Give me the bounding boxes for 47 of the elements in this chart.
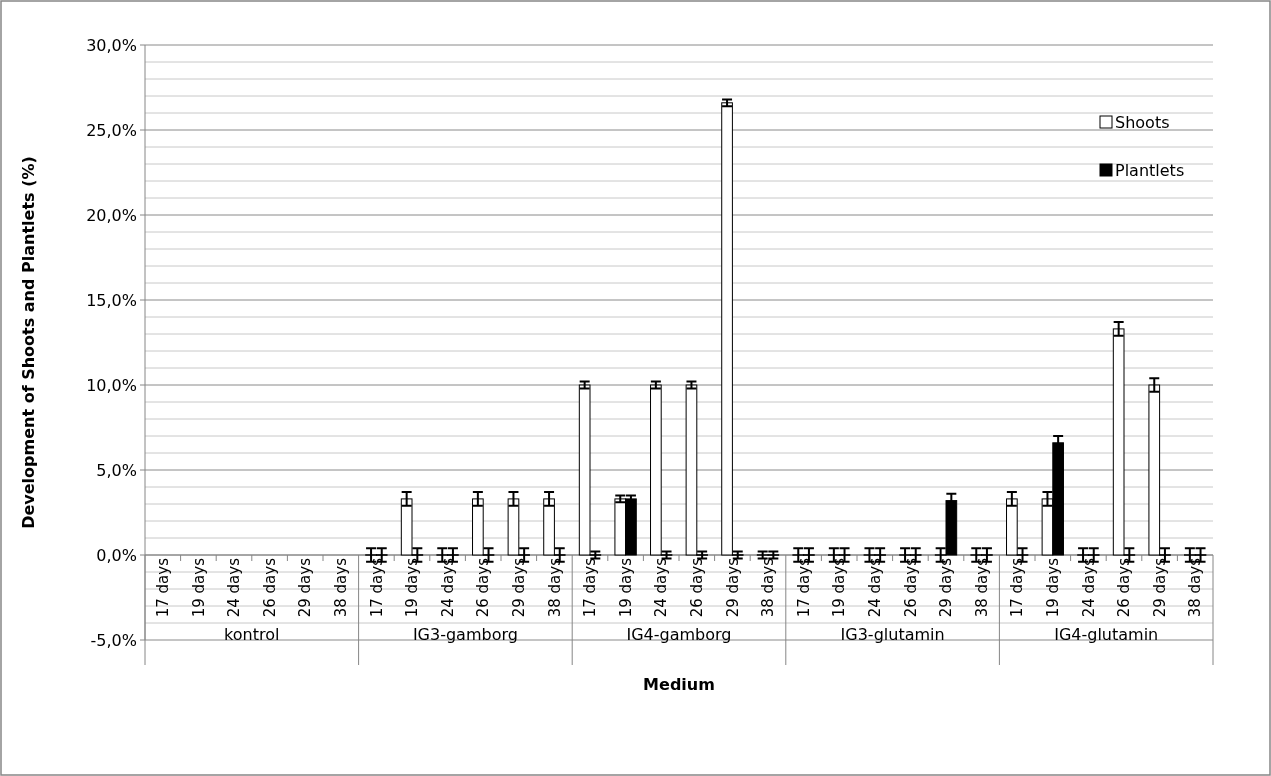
x-tick-label: 19 days	[616, 557, 635, 618]
x-axis-title: Medium	[643, 675, 715, 694]
y-tick-label: -5,0%	[90, 630, 137, 650]
x-tick-label: 19 days	[830, 557, 849, 618]
y-tick-label: 25,0%	[86, 120, 137, 140]
x-tick-label: 19 days	[189, 557, 208, 618]
x-tick-label: 17 days	[581, 557, 600, 618]
x-tick-label: 29 days	[510, 557, 529, 618]
x-tick-label: 38 days	[1186, 557, 1205, 618]
x-tick-label: 38 days	[972, 557, 991, 618]
x-tick-label: 24 days	[1079, 557, 1098, 618]
x-tick-label: 29 days	[296, 557, 315, 618]
x-tick-label: 26 days	[474, 557, 493, 618]
y-tick-label: 30,0%	[86, 35, 137, 55]
x-tick-label: 17 days	[154, 557, 173, 618]
x-tick-label: 19 days	[403, 557, 422, 618]
x-tick-label: 38 days	[332, 557, 351, 618]
y-tick-label: 0,0%	[96, 545, 137, 565]
x-tick-label: 17 days	[794, 557, 813, 618]
annotation: IG3-glutamin	[840, 625, 945, 644]
x-tick-label: 24 days	[225, 557, 244, 618]
x-tick-label: 29 days	[723, 557, 742, 618]
x-tick-label: 26 days	[260, 557, 279, 618]
legend-label: Plantlets	[1115, 160, 1185, 180]
x-tick-label: 26 days	[1115, 557, 1134, 618]
annotation: IG3-gamborg	[412, 625, 518, 644]
y-axis-title: Development of Shoots and Plantlets (%)	[19, 156, 38, 529]
annotation: IG4-glutamin	[1054, 625, 1159, 644]
legend-label: Shoots	[1115, 112, 1170, 132]
x-tick-label: 24 days	[652, 557, 671, 618]
x-tick-label: 29 days	[937, 557, 956, 618]
x-tick-label: 38 days	[545, 557, 564, 618]
x-tick-label: 17 days	[367, 557, 386, 618]
x-tick-label: 24 days	[866, 557, 885, 618]
x-tick-label: 26 days	[688, 557, 707, 618]
annotation: kontrol	[224, 625, 280, 644]
annotation: IG4-gamborg	[626, 625, 732, 644]
x-tick-label: 17 days	[1008, 557, 1027, 618]
x-tick-label: 24 days	[438, 557, 457, 618]
y-tick-label: 15,0%	[86, 290, 137, 310]
x-tick-label: 26 days	[901, 557, 920, 618]
x-tick-label: 19 days	[1044, 557, 1063, 618]
y-tick-label: 20,0%	[86, 205, 137, 225]
x-tick-label: 29 days	[1150, 557, 1169, 618]
y-tick-label: 10,0%	[86, 375, 137, 395]
x-tick-label: 38 days	[759, 557, 778, 618]
y-tick-label: 5,0%	[96, 460, 137, 480]
